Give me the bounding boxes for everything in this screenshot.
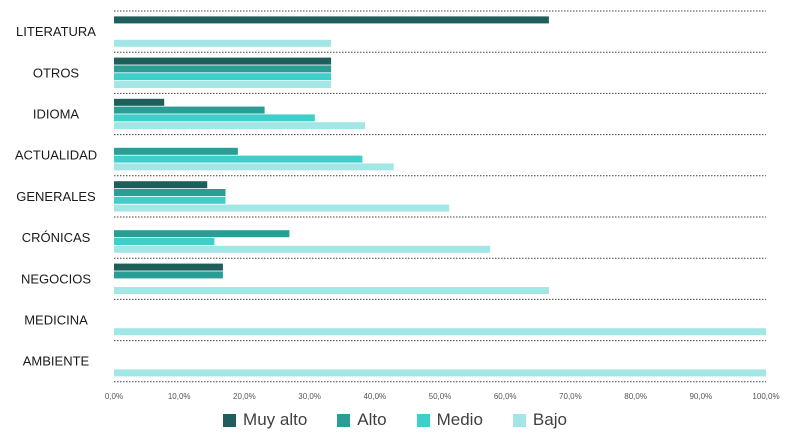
- category-label-ambiente: AMBIENTE: [23, 354, 90, 369]
- bar-negocios-muy-alto: [114, 263, 223, 271]
- bar-generales-medio: [114, 196, 226, 204]
- category-separators: [114, 10, 766, 383]
- legend-item-bajo: Bajo: [512, 410, 567, 430]
- bar-chart: LITERATURA OTROS IDIOMA ACTUALIDAD GENERALES…: [15, 10, 780, 401]
- legend-item-alto: Alto: [337, 410, 387, 430]
- bar-medicina-bajo: [114, 328, 766, 336]
- legend-swatch-alto: [337, 413, 351, 427]
- category-label-otros: OTROS: [33, 65, 80, 80]
- bar-otros-alto: [114, 65, 332, 73]
- bar-generales-muy-alto: [114, 181, 208, 189]
- x-tick-label: 20,0%: [233, 392, 256, 401]
- legend-label-medio: Medio: [436, 410, 483, 429]
- legend-item-muy-alto: Muy alto: [223, 410, 307, 430]
- bar-actualidad-medio: [114, 155, 363, 163]
- bar-otros-bajo: [114, 81, 332, 88]
- category-label-literatura: LITERATURA: [16, 24, 96, 39]
- bar-idioma-bajo: [114, 122, 366, 130]
- x-tick-label: 60,0%: [494, 392, 517, 401]
- bar-literatura-muy-alto: [114, 16, 549, 24]
- bar-cronicas-alto: [114, 230, 290, 238]
- x-tick-label: 90,0%: [689, 392, 712, 401]
- legend-swatch-muy-alto: [223, 413, 237, 427]
- bars: [114, 16, 766, 377]
- bar-generales-bajo: [114, 204, 450, 212]
- bar-generales-alto: [114, 189, 226, 196]
- bar-actualidad-alto: [114, 147, 238, 155]
- x-tick-label: 80,0%: [624, 392, 647, 401]
- legend-swatch-bajo: [512, 413, 526, 427]
- x-axis-ticks: 0,0% 10,0% 20,0% 30,0% 40,0% 50,0% 60,0% 70,0% 8…: [105, 392, 780, 401]
- bar-negocios-alto: [114, 271, 223, 279]
- bar-actualidad-bajo: [114, 163, 394, 171]
- bar-negocios-bajo: [114, 287, 549, 294]
- x-tick-label: 70,0%: [559, 392, 582, 401]
- category-label-generales: GENERALES: [16, 189, 96, 204]
- category-labels: LITERATURA OTROS IDIOMA ACTUALIDAD GENERALES…: [15, 24, 97, 369]
- legend-item-medio: Medio: [416, 410, 483, 430]
- x-tick-label: 10,0%: [168, 392, 191, 401]
- legend-label-bajo: Bajo: [532, 410, 567, 429]
- bar-idioma-medio: [114, 114, 315, 122]
- category-label-negocios: NEGOCIOS: [21, 271, 91, 286]
- legend-label-alto: Alto: [357, 410, 387, 429]
- legend-label-muy-alto: Muy alto: [243, 410, 308, 429]
- bar-literatura-bajo: [114, 39, 332, 47]
- category-label-medicina: MEDICINA: [24, 313, 88, 328]
- x-tick-label: 50,0%: [429, 392, 452, 401]
- category-label-idioma: IDIOMA: [33, 107, 80, 122]
- bar-idioma-alto: [114, 106, 265, 114]
- legend-swatch-medio: [416, 413, 430, 427]
- category-label-actualidad: ACTUALIDAD: [15, 148, 97, 163]
- x-tick-label: 0,0%: [105, 392, 123, 401]
- category-label-cronicas: CRÓNICAS: [22, 230, 91, 245]
- bar-otros-muy-alto: [114, 57, 332, 65]
- x-tick-label: 40,0%: [363, 392, 386, 401]
- bar-idioma-muy-alto: [114, 98, 165, 106]
- bar-ambiente-bajo: [114, 369, 766, 377]
- x-tick-label: 100,0%: [752, 392, 779, 401]
- bar-cronicas-medio: [114, 238, 215, 245]
- bar-cronicas-bajo: [114, 245, 491, 253]
- legend: Muy alto Alto Medio Bajo: [0, 410, 790, 430]
- x-tick-label: 30,0%: [298, 392, 321, 401]
- bar-otros-medio: [114, 73, 332, 81]
